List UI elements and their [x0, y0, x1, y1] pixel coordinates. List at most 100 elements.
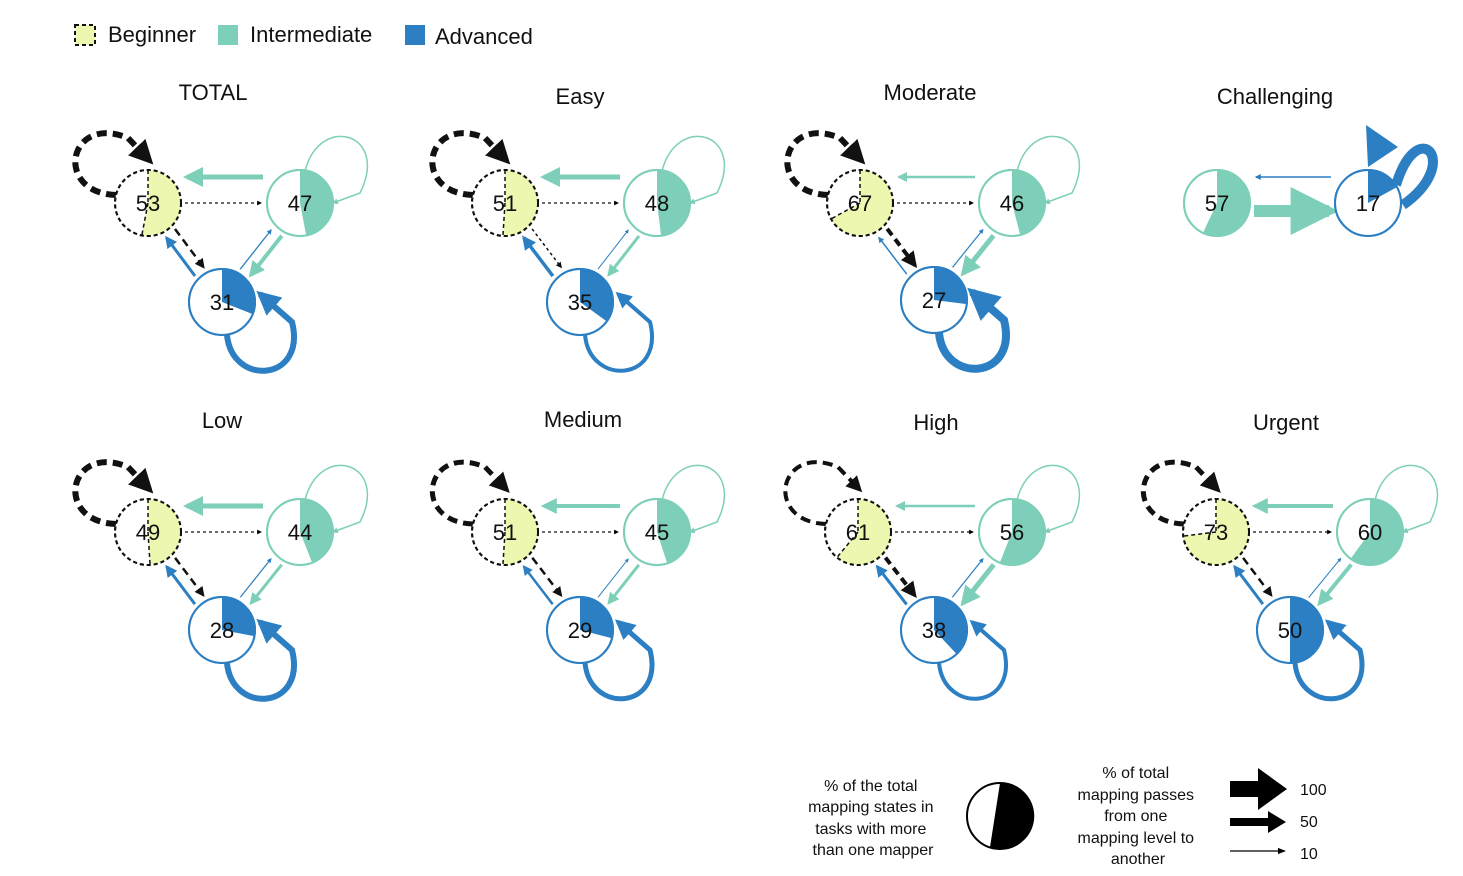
arrow-key-line: mapping level to: [1078, 830, 1195, 847]
loop-intermediate: [304, 464, 368, 534]
loop-advanced: [224, 618, 297, 702]
panel-urgent: Urgent 73 60 50: [1140, 410, 1438, 702]
arrow-key-value: 50: [1300, 814, 1318, 831]
panel-moderate: Moderate 67 46 27: [784, 80, 1080, 373]
node-advanced: 17: [1334, 169, 1402, 237]
node-advanced: 31: [188, 268, 256, 336]
node-intermediate: 48: [623, 169, 691, 237]
edge-beginner-to-advanced: [531, 228, 562, 269]
loop-intermediate: [304, 135, 368, 205]
edge-advanced-to-beginner: [878, 236, 908, 275]
node-advanced-value: 27: [922, 288, 946, 313]
arrow-key-line: % of total: [1102, 765, 1169, 782]
edge-advanced-to-beginner: [1233, 564, 1265, 606]
legend-label-intermediate: Intermediate: [250, 22, 372, 47]
panel-title: Challenging: [1217, 84, 1333, 109]
panel-medium: Medium 51 45 29: [429, 407, 725, 702]
node-intermediate-value: 56: [1000, 520, 1024, 545]
loop-beginner: [784, 130, 866, 198]
node-beginner: 73: [1182, 498, 1250, 566]
edge-intermediate-to-advanced: [960, 234, 996, 277]
loop-advanced: [937, 619, 1008, 701]
node-intermediate: 46: [978, 169, 1046, 237]
node-beginner-value: 49: [136, 520, 160, 545]
edge-beginner-to-advanced: [883, 556, 917, 599]
arrow-key-100: 100: [1230, 768, 1327, 810]
node-intermediate: 44: [266, 498, 334, 566]
edge-advanced-to-intermediate: [951, 558, 984, 598]
node-beginner-value: 67: [848, 191, 872, 216]
node-advanced-value: 17: [1356, 191, 1380, 216]
arrow-key-10: 10: [1230, 846, 1318, 863]
edge-advanced-to-intermediate: [952, 228, 984, 268]
edge-advanced-to-beginner: [875, 564, 908, 606]
node-intermediate: 60: [1336, 498, 1404, 566]
node-beginner-value: 73: [1204, 520, 1228, 545]
edge-advanced-to-beginner: [522, 235, 555, 278]
node-advanced-value: 28: [210, 618, 234, 643]
edge-beginner-to-advanced: [1242, 557, 1273, 597]
edge-beginner-to-advanced: [173, 228, 205, 269]
pie-key-icon: [966, 782, 1035, 850]
legend: Beginner Intermediate Advanced: [74, 22, 533, 49]
panel-title: TOTAL: [179, 80, 248, 105]
legend-swatch-intermediate: [218, 25, 238, 45]
node-intermediate-value: 47: [288, 191, 312, 216]
node-intermediate-value: 45: [645, 520, 669, 545]
loop-advanced: [935, 287, 1010, 373]
panels: TOTAL 53 47 31 Easy 51 48 35 Moderate 67 46 27 Chall…: [72, 80, 1438, 702]
panel-title: High: [913, 410, 958, 435]
node-intermediate-value: 44: [288, 520, 312, 545]
node-intermediate: 56: [978, 498, 1046, 566]
node-advanced: 50: [1256, 596, 1324, 664]
loop-advanced: [1391, 143, 1438, 210]
node-advanced-value: 38: [922, 618, 946, 643]
node-advanced-value: 50: [1278, 618, 1302, 643]
node-advanced: 38: [900, 596, 968, 664]
loop-advanced: [224, 290, 297, 374]
node-beginner: 51: [471, 169, 539, 237]
node-beginner: 51: [471, 498, 539, 566]
node-advanced: 27: [900, 266, 968, 334]
loop-intermediate: [661, 135, 725, 205]
arrow-key-50: 50: [1230, 811, 1318, 833]
node-advanced-value: 29: [568, 618, 592, 643]
edge-advanced-to-beginner: [522, 565, 554, 606]
loop-advanced: [583, 291, 654, 373]
edge-beginner-to-advanced: [531, 556, 563, 597]
node-beginner-value: 53: [136, 191, 160, 216]
node-intermediate: 45: [623, 498, 691, 566]
node-intermediate: 47: [266, 169, 334, 237]
edge-advanced-to-intermediate: [597, 229, 629, 270]
loop-intermediate: [1016, 464, 1080, 534]
panel-low: Low 49 44 28: [72, 408, 368, 702]
panel-title: Urgent: [1253, 410, 1319, 435]
arrow-key-line: mapping passes: [1078, 787, 1195, 804]
edge-advanced-to-beginner: [165, 564, 197, 606]
pie-key-line: mapping states in: [808, 799, 933, 816]
node-beginner: 53: [114, 169, 182, 237]
arrow-key-value: 10: [1300, 846, 1318, 863]
edge-advanced-to-intermediate: [1308, 557, 1342, 598]
edge-intermediate-to-advanced: [1317, 563, 1353, 607]
arrow-key-text: % of total mapping passes from one mappi…: [1078, 765, 1199, 868]
panel-title: Medium: [544, 407, 622, 432]
edge-beginner-to-advanced: [174, 557, 205, 597]
panel-title: Moderate: [884, 80, 977, 105]
loop-beginner: [72, 130, 154, 198]
node-advanced: 35: [546, 268, 614, 336]
node-intermediate-value: 46: [1000, 191, 1024, 216]
legend-swatch-advanced: [405, 25, 425, 45]
panel-easy: Easy 51 48 35: [429, 84, 725, 373]
edge-advanced-to-intermediate: [597, 558, 629, 598]
panel-high: High 61 56 38: [783, 410, 1080, 701]
node-intermediate-value: 48: [645, 191, 669, 216]
loop-beginner: [429, 130, 511, 198]
loop-beginner: [429, 459, 510, 527]
arrow-key-line: another: [1111, 851, 1166, 868]
pie-key-line: tasks with more: [815, 821, 926, 838]
legend-label-advanced: Advanced: [435, 24, 533, 49]
pie-key-line: than one mapper: [813, 842, 935, 859]
